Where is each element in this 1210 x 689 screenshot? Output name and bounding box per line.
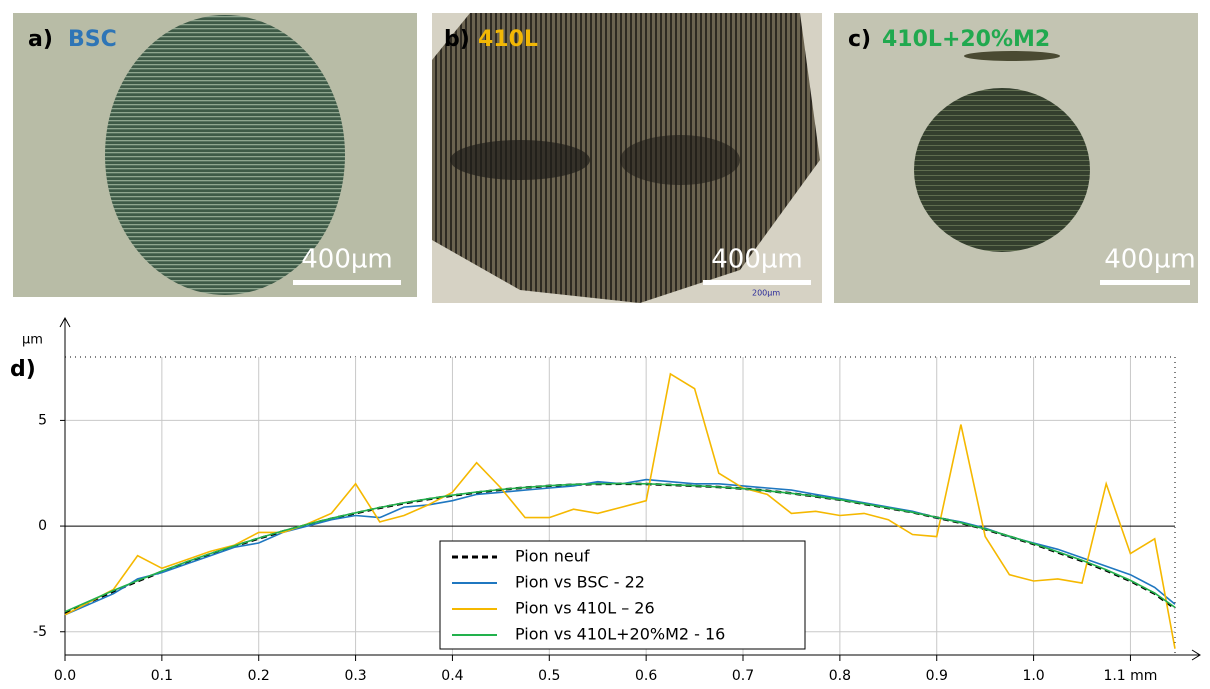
legend-box — [439, 540, 806, 650]
panel-name: BSC — [68, 27, 117, 52]
micrograph-a: a) BSC 400µm — [13, 13, 417, 297]
scale-inner-label: 200µm — [752, 289, 780, 298]
plot-area — [64, 356, 1176, 656]
x-tick-label: 0.5 — [538, 668, 560, 684]
panel-label: b) — [444, 27, 470, 52]
panel-label: c) — [848, 27, 871, 52]
panel-name: 410L+20%M2 — [882, 27, 1050, 52]
panel-name: 410L — [478, 27, 538, 52]
x-axis-arrow — [1191, 649, 1201, 661]
y-axis-arrow — [59, 316, 71, 328]
micrograph-b: b) 410L 400µm 200µm — [432, 13, 822, 303]
y-tick-label: 5 — [38, 412, 47, 428]
x-tick-label: 0.7 — [732, 668, 754, 684]
legend-label: Pion vs BSC - 22 — [515, 573, 645, 592]
x-tick-label: 0.3 — [344, 668, 366, 684]
legend-label: Pion vs 410L – 26 — [515, 599, 655, 618]
chart-label: d) — [10, 357, 36, 382]
legend-label: Pion neuf — [515, 547, 590, 566]
x-tick-label: 0.4 — [441, 668, 463, 684]
x-tick-label: 0.6 — [635, 668, 657, 684]
y-axis-label: µm — [22, 333, 43, 348]
x-tick-label: 1.1 mm — [1103, 668, 1157, 684]
scale-label: 400µm — [1104, 245, 1196, 275]
x-tick-label: 0.1 — [151, 668, 173, 684]
panel-label: a) — [28, 27, 53, 52]
scale-label: 400µm — [301, 245, 393, 275]
x-tick-label: 0.9 — [926, 668, 948, 684]
scale-label: 400µm — [711, 245, 803, 275]
x-tick-label: 0.8 — [829, 668, 851, 684]
series-line — [64, 372, 1176, 649]
micrograph-c: c) 410L+20%M2 400µm — [834, 13, 1198, 303]
y-tick-label: -5 — [33, 624, 47, 640]
series-line — [64, 482, 1176, 613]
x-tick-label: 0.0 — [54, 668, 76, 684]
legend-label: Pion vs 410L+20%M2 - 16 — [515, 625, 725, 644]
y-tick-label: 0 — [38, 518, 47, 534]
x-tick-label: 1.0 — [1022, 668, 1044, 684]
x-tick-label: 0.2 — [248, 668, 270, 684]
